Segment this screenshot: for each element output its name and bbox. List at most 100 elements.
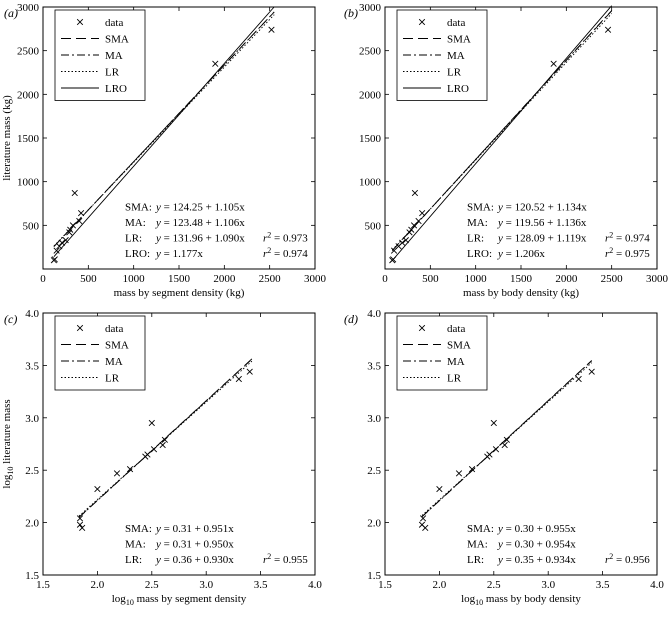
y-tick-label: 1.5 [25, 570, 39, 582]
data-point [62, 237, 69, 244]
x-tick-label: 2.5 [487, 579, 501, 591]
panel-2: 0 500 1000 1500 2000 2500 3000 500 1000 1500 2000 2… [344, 2, 669, 299]
y-tick-label: 2500 [359, 46, 382, 58]
equation-label: MA: [125, 217, 146, 229]
data-point [503, 436, 510, 443]
x-axis-label: log10 mass by body density [461, 593, 581, 607]
x-tick-label: 3000 [646, 273, 669, 285]
r-squared: r2 = 0.974 [263, 246, 308, 260]
equation-label: LR: [125, 233, 142, 245]
equation-label: MA: [125, 539, 146, 551]
panel-1: 0 500 1000 1500 2000 2500 3000 500 1000 1500 2000 2… [1, 2, 327, 299]
data-point [126, 466, 134, 473]
equation-label: MA: [467, 217, 488, 229]
legend-marker-data [418, 324, 426, 332]
data-point [67, 226, 74, 233]
y-tick-label: 4.0 [367, 308, 381, 320]
data-point [390, 256, 397, 263]
data-point [212, 60, 219, 67]
legend-entry: data [105, 17, 123, 29]
y-tick-label: 3.5 [367, 360, 381, 372]
data-point [575, 375, 582, 383]
plot-frame [384, 312, 658, 576]
y-tick-label: 1.5 [367, 570, 381, 582]
panel-label: (d) [344, 312, 358, 326]
x-tick-label: 3000 [304, 273, 327, 285]
legend: data SMA MA LR [396, 315, 488, 391]
data-point [501, 441, 508, 449]
y-tick-label: 4.0 [25, 308, 39, 320]
x-tick-label: 1500 [510, 273, 533, 285]
equation-label: SMA: [125, 523, 152, 535]
y-tick-label: 2.5 [367, 465, 381, 477]
y-tick-label: 2000 [359, 89, 382, 101]
x-axis-label: mass by segment density (kg) [114, 287, 245, 299]
data-point [69, 222, 77, 229]
x-tick-label: 4.0 [650, 579, 664, 591]
x-tick-label: 2.0 [91, 579, 105, 591]
x-tick-label: 1.5 [378, 579, 392, 591]
equation-formula: y = 0.31 + 0.950x [155, 539, 234, 551]
x-tick-label: 4.0 [308, 579, 322, 591]
legend: data SMA MA LR LRO [396, 9, 488, 101]
data-point [71, 189, 78, 197]
data-point [161, 436, 168, 443]
x-tick-label: 1000 [123, 273, 146, 285]
data-point [76, 515, 84, 522]
data-point [113, 470, 121, 477]
panel-label: (a) [4, 6, 18, 20]
data-point [422, 524, 429, 531]
y-tick-label: 3.0 [367, 413, 381, 425]
data-point [76, 521, 84, 528]
y-tick-label: 3000 [17, 2, 40, 14]
equation-label: MA: [467, 539, 488, 551]
x-tick-label: 1500 [168, 273, 191, 285]
x-tick-label: 3.0 [199, 579, 213, 591]
data-point [455, 470, 463, 477]
legend-entry: data [447, 323, 465, 335]
legend: data SMA MA LR [54, 315, 146, 391]
x-tick-label: 3.5 [254, 579, 268, 591]
fit-line-lro [53, 6, 275, 257]
y-tick-label: 1500 [17, 133, 40, 145]
equation-formula: y = 124.25 + 1.105x [155, 202, 245, 214]
fit-line-lro [391, 5, 613, 261]
x-tick-label: 1000 [465, 273, 488, 285]
fit-line-ma [421, 360, 593, 518]
r-squared: r2 = 0.956 [605, 552, 650, 566]
equation-label: LR: [125, 554, 142, 566]
data-point [76, 217, 83, 225]
x-tick-label: 2000 [555, 273, 578, 285]
legend-marker-data [418, 18, 426, 26]
equation-formula: y = 128.09 + 1.119x [497, 233, 587, 245]
fit-line-lr [421, 362, 593, 516]
equation-label: LR: [467, 233, 484, 245]
y-tick-label: 2.5 [25, 465, 39, 477]
data-point [53, 247, 60, 254]
y-tick-label: 2.0 [367, 518, 381, 530]
equation-formula: y = 131.96 + 1.090x [155, 233, 245, 245]
data-point [94, 485, 101, 493]
legend-marker-data [76, 324, 84, 332]
legend-entry: SMA [105, 340, 129, 352]
data-point [492, 446, 500, 453]
equation-formula: y = 1.206x [497, 248, 545, 260]
equation-row: SMA: y = 124.25 + 1.105x [125, 202, 245, 214]
panel-label: (b) [344, 6, 358, 20]
data-point [408, 226, 415, 233]
legend-entry: LR [447, 67, 462, 79]
data-point [79, 524, 86, 531]
equation-formula: y = 0.35 + 0.934x [497, 554, 576, 566]
y-tick-label: 1000 [17, 177, 40, 189]
equation-label: LRO: [125, 248, 150, 260]
equation-row: LR: y = 0.35 + 0.934x r2 = 0.956 [467, 552, 650, 566]
equation-formula: y = 119.56 + 1.136x [497, 217, 587, 229]
r-squared: r2 = 0.975 [605, 246, 650, 260]
data-point [436, 485, 443, 493]
equation-row: MA: y = 0.30 + 0.954x [467, 539, 576, 551]
y-tick-label: 3.5 [25, 360, 39, 372]
data-point [468, 466, 476, 473]
x-tick-label: 3.0 [541, 579, 555, 591]
data-point [406, 229, 413, 236]
legend-entry: MA [105, 356, 123, 368]
